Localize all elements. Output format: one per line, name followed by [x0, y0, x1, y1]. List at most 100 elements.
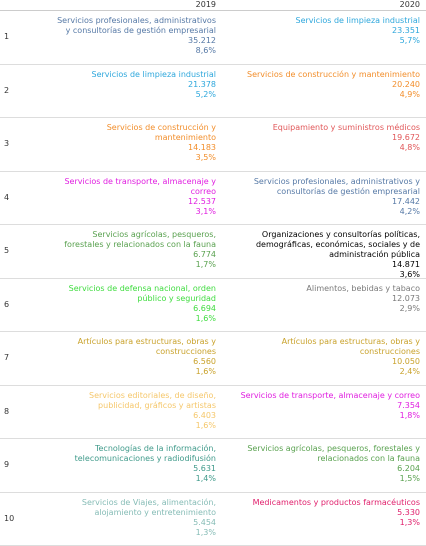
ranking-cell: Servicios profesionales, administrativos… — [220, 172, 426, 225]
category-name: Servicios de limpieza industrial — [295, 16, 420, 25]
share: 1,3% — [399, 517, 420, 527]
amount: 35.212 — [188, 36, 216, 45]
category-name: Alimentos, bebidas y tabaco — [306, 283, 420, 293]
share: 1,6% — [195, 367, 216, 376]
header-row: 2019 2020 — [0, 0, 426, 11]
table-body: 1 Servicios profesionales, administrativo… — [0, 11, 426, 546]
rank: 6 — [4, 299, 10, 309]
ranking-cell: Tecnologías de la información, telecomun… — [22, 439, 220, 492]
ranking-cell: Servicios agrícolas, pesqueros, forestal… — [22, 225, 220, 278]
amount: 20.240 — [392, 79, 420, 89]
ranking-cell: Servicios agrícolas, pesqueros, forestal… — [220, 439, 426, 492]
category-name: Servicios de transporte, almacenaje y co… — [240, 390, 420, 400]
ranking-cell: Servicios profesionales, administrativos… — [22, 11, 220, 64]
share: 3,6% — [399, 270, 420, 279]
rank: 8 — [4, 406, 10, 416]
ranking-cell: Servicios de construcción y mantenimient… — [220, 65, 426, 118]
category-name: Servicios profesionales, administrativos… — [57, 16, 216, 35]
ranking-cell: Servicios de limpieza industrial 23.351 5,… — [220, 11, 426, 64]
table-row: 10 Servicios de Viajes, alimentación, alo… — [0, 493, 426, 546]
amount: 6.694 — [193, 303, 216, 313]
category-name: Servicios editoriales, de diseño, public… — [89, 390, 216, 410]
category-name: Servicios de transporte, almacenaje y co… — [64, 176, 216, 196]
amount: 12.537 — [188, 196, 216, 206]
table-row: 6 Servicios de defensa nacional, orden pú… — [0, 279, 426, 332]
amount: 5.454 — [193, 517, 216, 527]
amount: 6.774 — [193, 250, 216, 259]
table-row: 2 Servicios de limpieza industrial 21.378 5… — [0, 65, 426, 118]
ranking-cell: Servicios de limpieza industrial 21.378 5,… — [22, 65, 220, 118]
table-row: 7 Artículos para estructuras, obras y con… — [0, 332, 426, 386]
category-name: Servicios profesionales, administrativos… — [253, 176, 420, 196]
share: 5,7% — [399, 36, 420, 45]
category-name: Artículos para estructuras, obras y cons… — [77, 337, 216, 356]
column-header: 2019 — [195, 0, 216, 9]
amount: 5.330 — [397, 507, 420, 517]
rank: 2 — [4, 85, 10, 95]
share: 1,3% — [195, 527, 216, 537]
table-row: 8 Servicios editoriales, de diseño, publi… — [0, 386, 426, 439]
table-row: 4 Servicios de transporte, almacenaje y c… — [0, 172, 426, 225]
ranking-cell: Servicios de transporte, almacenaje y co… — [220, 386, 426, 439]
rank: 3 — [4, 139, 10, 149]
rank: 1 — [4, 32, 10, 42]
category-name: Servicios de limpieza industrial — [91, 69, 216, 79]
share: 2,9% — [399, 303, 420, 313]
amount: 7.354 — [397, 400, 420, 410]
share: 4,2% — [399, 206, 420, 216]
amount: 14.871 — [392, 260, 420, 269]
rank: 7 — [4, 353, 10, 363]
ranking-cell: Artículos para estructuras, obras y cons… — [22, 332, 220, 385]
category-name: Servicios de Viajes, alimentación, aloja… — [81, 497, 216, 517]
category-name: Servicios de defensa nacional, orden púb… — [68, 283, 216, 303]
share: 2,4% — [399, 367, 420, 376]
ranking-cell: Medicamentos y productos farmacéuticos 5.… — [220, 493, 426, 546]
ranking-cell: Servicios de transporte, almacenaje y co… — [22, 172, 220, 225]
share: 5,2% — [195, 89, 216, 99]
share: 1,5% — [399, 474, 420, 483]
table-row: 5 Servicios agrícolas, pesqueros, foresta… — [0, 225, 426, 279]
category-name: Tecnologías de la información, telecomun… — [74, 444, 216, 463]
category-name: Servicios de construcción y mantenimient… — [246, 69, 420, 79]
share: 1,6% — [195, 313, 216, 323]
rank: 9 — [4, 460, 10, 470]
amount: 19.672 — [392, 133, 420, 142]
amount: 21.378 — [188, 79, 216, 89]
amount: 12.073 — [392, 293, 420, 303]
share: 3,5% — [195, 153, 216, 162]
share: 3,1% — [195, 206, 216, 216]
amount: 10.050 — [392, 357, 420, 366]
share: 1,4% — [195, 474, 216, 483]
share: 1,8% — [399, 410, 420, 420]
share: 1,7% — [195, 260, 216, 269]
rank: 4 — [4, 192, 10, 202]
share: 1,6% — [195, 420, 216, 430]
category-name: Equipamiento y suministros médicos — [272, 123, 420, 132]
ranking-cell: Equipamiento y suministros médicos 19.672… — [220, 118, 426, 171]
table-row: 1 Servicios profesionales, administrativo… — [0, 11, 426, 65]
table-row: 9 Tecnologías de la información, telecomu… — [0, 439, 426, 493]
ranking-cell: Artículos para estructuras, obras y cons… — [220, 332, 426, 385]
category-name: Servicios de construcción y mantenimient… — [106, 123, 216, 142]
rank: 10 — [4, 513, 15, 523]
ranking-cell: Organizaciones y consultorías políticas,… — [220, 225, 426, 279]
ranking-cell: Servicios editoriales, de diseño, public… — [22, 386, 220, 439]
share: 4,8% — [399, 143, 420, 152]
category-name: Medicamentos y productos farmacéuticos — [252, 497, 420, 507]
category-name: Servicios agrícolas, pesqueros, forestal… — [247, 444, 420, 463]
amount: 17.442 — [392, 196, 420, 206]
amount: 23.351 — [392, 26, 420, 35]
category-name: Organizaciones y consultorías políticas,… — [255, 230, 420, 259]
table-row: 3 Servicios de construcción y mantenimien… — [0, 118, 426, 172]
ranking-cell: Alimentos, bebidas y tabaco 12.073 2,9% — [220, 279, 426, 332]
ranking-cell: Servicios de Viajes, alimentación, aloja… — [22, 493, 220, 546]
rank: 5 — [4, 246, 10, 256]
category-name: Artículos para estructuras, obras y cons… — [281, 337, 420, 356]
amount: 6.403 — [193, 410, 216, 420]
ranking-cell: Servicios de defensa nacional, orden púb… — [22, 279, 220, 332]
ranking-cell: Servicios de construcción y mantenimient… — [22, 118, 220, 171]
column-header: 2020 — [399, 0, 420, 9]
amount: 6.560 — [193, 357, 216, 366]
amount: 5.631 — [193, 464, 216, 473]
